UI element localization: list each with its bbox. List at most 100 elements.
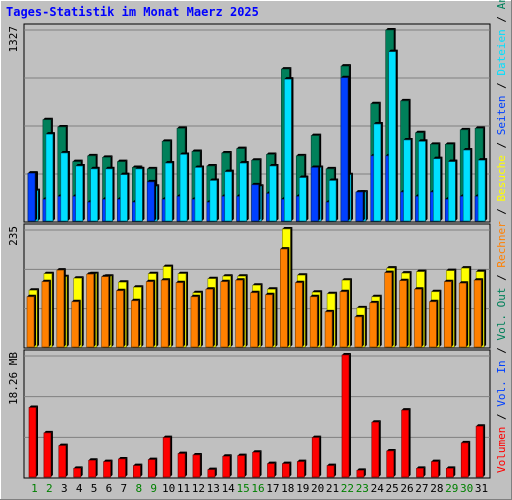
bar-volumen-day-10-top: [163, 435, 173, 438]
bar-besuche-day-10-top: [163, 264, 174, 267]
bar-volumen-day-25-face: [386, 450, 394, 478]
bar-dateien-front-day-5-top: [90, 166, 100, 169]
bar-dateien-front-day-28-face: [433, 158, 441, 222]
bar-rechner-day-10: [160, 278, 171, 348]
bar-rechner-day-22-side: [346, 289, 349, 347]
bar-dateien-front-day-17-side: [276, 164, 279, 221]
bar-rechner-day-29-top: [444, 279, 454, 282]
bar-volumen-day-12: [192, 452, 202, 478]
bar-seiten-day-20: [310, 165, 321, 222]
bar-rechner-day-14-side: [227, 279, 230, 347]
bar-dateien-front-day-25-face: [388, 51, 396, 222]
bar-rechner-day-7-side: [123, 288, 126, 347]
bar-anfragen-day-21-top: [326, 166, 337, 169]
bar-besuche-day-21-top: [327, 291, 338, 294]
bar-anfragen-day-3-top: [57, 124, 68, 127]
bar-besuche-day-9-top: [148, 271, 159, 274]
bar-rechner-day-16-top: [250, 290, 260, 293]
bar-besuche-day-1-top: [29, 288, 39, 291]
x-tick-label-day-4: 4: [76, 482, 83, 495]
bar-volumen-day-18: [282, 461, 292, 478]
bar-volumen-day-4-face: [73, 468, 82, 478]
bar-besuche-day-18-top: [282, 227, 293, 229]
bar-dateien-front-day-12-side: [201, 165, 204, 221]
bar-besuche-day-8-side: [141, 285, 144, 347]
bar-volumen-day-20-top: [312, 435, 322, 438]
bar-rechner-day-31-side: [481, 278, 484, 347]
bar-rechner-day-20-face: [309, 296, 318, 348]
bar-besuche-day-1-side: [37, 288, 39, 347]
bar-rechner-day-24: [369, 300, 379, 348]
x-axis-day-labels: 1 2 3 4 5 6 7 8 9 10 11 12 13 14 15 16 17 18 19 20 21 22 23 24 2…: [31, 482, 488, 495]
bar-besuche-day-9-side: [156, 271, 159, 347]
bar-volumen-day-20: [311, 435, 322, 478]
bar-rechner-day-15: [235, 278, 245, 348]
bar-volumen-day-11-top: [178, 451, 188, 454]
bar-dateien-front-day-3-side: [67, 150, 70, 221]
bar-dateien-front-day-30-side: [470, 148, 473, 221]
x-tick-label-day-28: 28: [430, 482, 443, 495]
bar-volumen-day-7: [118, 456, 128, 478]
bar-rechner-day-13-face: [205, 288, 214, 348]
bar-dateien-front-day-13: [209, 178, 219, 222]
bar-dateien-day-9-side: [157, 184, 160, 221]
bar-rechner-day-13: [205, 287, 215, 348]
bar-volumen-day-27-face: [416, 468, 424, 478]
bar-seiten-day-22-face: [340, 77, 349, 222]
bar-anfragen-day-28-top: [430, 142, 441, 145]
bar-volumen-day-23-side: [363, 468, 366, 477]
bar-dateien-front-day-7: [120, 172, 130, 222]
bar-rechner-day-21-side: [332, 309, 335, 347]
bar-dateien-front-day-27-side: [425, 139, 428, 221]
bar-rechner-day-15-face: [235, 279, 243, 348]
bar-rechner-day-14: [220, 279, 230, 348]
bar-rechner-day-9-face: [145, 281, 154, 348]
bar-dateien-day-20-side: [321, 165, 324, 221]
bar-volumen-day-30-face: [460, 442, 469, 478]
bar-rechner-day-2-face: [41, 281, 50, 348]
bar-seiten-day-1-face: [27, 172, 36, 222]
bar-rechner-day-30: [458, 281, 469, 348]
bar-volumen-day-5-top: [88, 458, 98, 461]
bar-besuche-day-6-side: [111, 274, 114, 347]
bar-besuche-day-11-side: [186, 271, 189, 347]
x-tick-label-day-15: 15: [236, 482, 249, 495]
bar-dateien-front-day-5: [90, 166, 100, 222]
bar-rechner-day-6-face: [101, 276, 109, 348]
bar-volumen-day-12-top: [192, 452, 202, 455]
bar-volumen-day-18-top: [282, 461, 292, 464]
bar-dateien-front-day-8-side: [142, 166, 145, 221]
bar-rechner-day-4-top: [71, 299, 81, 302]
bar-dateien-front-day-4-side: [82, 164, 85, 221]
bar-volumen-day-26-face: [401, 409, 409, 478]
bar-anfragen-day-30-top: [460, 127, 471, 130]
bar-volumen-day-7-face: [118, 458, 126, 478]
bar-anfragen-day-2-top: [42, 117, 53, 120]
bar-rechner-day-19: [294, 280, 305, 348]
bar-volumen-day-24-side: [378, 420, 381, 477]
bar-besuche-day-10-side: [171, 264, 174, 347]
bar-rechner-day-6-side: [108, 274, 111, 347]
bar-besuche-day-27-top: [416, 269, 427, 272]
bar-dateien-front-day-27-top: [418, 139, 428, 142]
bar-volumen-day-17-top: [267, 461, 277, 464]
bar-volumen-day-23-top: [356, 468, 366, 471]
x-tick-label-day-11: 11: [177, 482, 190, 495]
bar-rechner-day-4: [71, 299, 81, 348]
bar-rechner-day-27: [414, 287, 424, 348]
bar-dateien-front-day-24: [373, 122, 383, 222]
bar-rechner-day-4-face: [71, 301, 80, 348]
bar-dateien-front-day-13-side: [216, 178, 219, 221]
bar-rechner-day-19-top: [295, 280, 305, 283]
bar-besuche-day-30-top: [461, 266, 472, 269]
bar-dateien-front-day-26-side: [410, 137, 413, 221]
bar-volumen-day-12-face: [192, 454, 201, 478]
bar-anfragen-day-14-top: [221, 150, 232, 153]
bar-volumen-day-14: [222, 454, 232, 478]
bar-rechner-day-1-top: [27, 294, 36, 297]
bar-volumen-day-8-top: [133, 463, 143, 466]
x-tick-label-day-30: 30: [460, 482, 473, 495]
bar-dateien-front-day-6: [105, 166, 115, 222]
right-legend-segment-11: /: [495, 76, 508, 96]
bar-dateien-front-day-21: [328, 178, 339, 222]
